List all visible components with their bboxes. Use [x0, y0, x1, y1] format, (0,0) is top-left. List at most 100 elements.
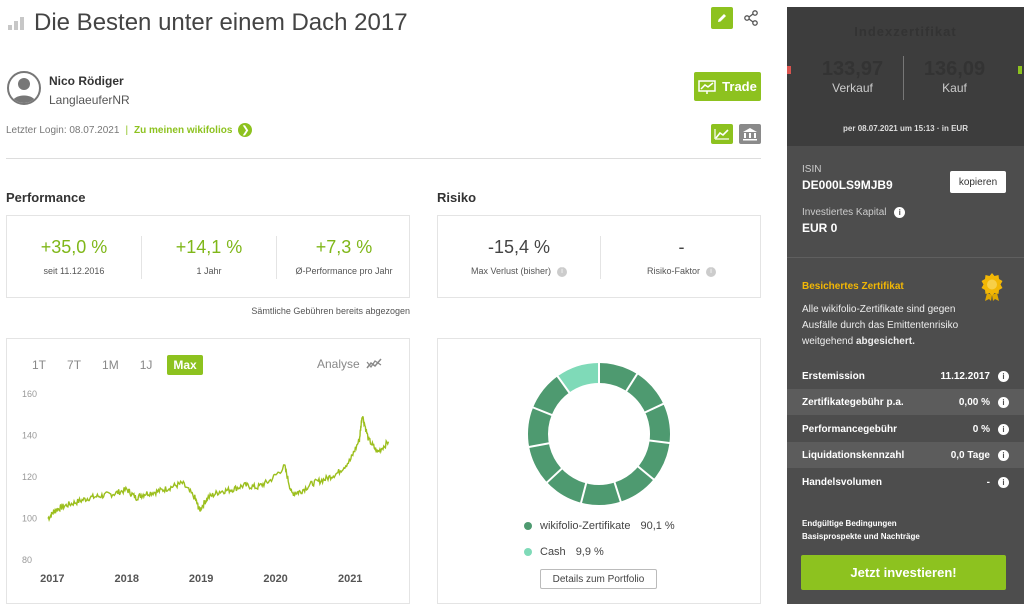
- share-button[interactable]: [742, 9, 760, 27]
- bank-view-button[interactable]: [739, 124, 761, 144]
- medal-icon: [981, 273, 1003, 301]
- x-tick-label: 2019: [189, 573, 213, 585]
- donut-separator: [613, 481, 622, 503]
- final-terms-link[interactable]: Endgültige Bedingungen: [802, 519, 897, 528]
- last-login: Letzter Login: 08.07.2021: [6, 124, 120, 136]
- row-label: Handelsvolumen: [802, 476, 883, 488]
- tab-max[interactable]: Max: [167, 355, 203, 375]
- secured-text-body: Alle wikifolio-Zertifikate sind gegen Au…: [802, 304, 959, 347]
- info-icon[interactable]: i: [998, 476, 1009, 488]
- row-value: 0,00 %: [958, 396, 990, 408]
- quote-timestamp: per 08.07.2021 um 15:13 · in EUR: [843, 124, 968, 133]
- risk-title: Risiko: [437, 190, 477, 205]
- kpi-risk-factor: - Risiko-Faktor i: [601, 216, 762, 299]
- info-icon[interactable]: i: [706, 266, 716, 277]
- buy-value: 136,09: [923, 58, 986, 80]
- line-chart-icon: [714, 129, 729, 140]
- user-name[interactable]: Nico Rödiger: [49, 74, 124, 88]
- legend-dot: [524, 522, 532, 530]
- portfolio-details-button[interactable]: Details zum Portfolio: [540, 569, 657, 589]
- legend-value: 9,9 %: [575, 546, 604, 558]
- kpi-avg-per-year: +7,3 % Ø-Performance pro Jahr: [277, 216, 411, 299]
- legend-name: Cash: [540, 546, 566, 558]
- pencil-icon: [718, 14, 726, 22]
- bank-icon: [743, 128, 757, 141]
- donut-separator: [545, 467, 564, 484]
- isin-label: ISIN: [802, 164, 822, 175]
- arrow-right-icon[interactable]: ❯: [238, 123, 253, 137]
- trade-button[interactable]: Trade: [694, 72, 761, 101]
- donut-separator: [643, 402, 665, 414]
- fees-note: Sämtliche Gebühren bereits abgezogen: [251, 306, 410, 316]
- avatar[interactable]: [7, 71, 41, 105]
- kpi-label: Max Verlust (bisher): [470, 266, 552, 276]
- wikifolios-link[interactable]: Zu meinen wikifolios: [134, 124, 233, 136]
- tab-1t[interactable]: 1T: [32, 358, 47, 372]
- row-value: 0 %: [972, 423, 990, 435]
- legend-dot: [524, 548, 532, 556]
- donut-separator: [624, 372, 639, 393]
- kpi-one-year: +14,1 % 1 Jahr: [142, 216, 276, 299]
- prospectus-link[interactable]: Basisprospekte und Nachträge: [802, 532, 920, 541]
- kpi-label: seit 11.12.2016: [43, 266, 105, 276]
- line-chart: 80 100 120 140 160 2017 2018 2019 2020 2021: [22, 389, 390, 585]
- y-tick-label: 100: [22, 514, 37, 524]
- divider: [6, 158, 761, 159]
- x-tick-label: 2020: [263, 573, 287, 585]
- kpi-label: Risiko-Faktor: [646, 266, 700, 276]
- kpi-max-loss: -15,4 % Max Verlust (bisher) i: [438, 216, 600, 299]
- tab-7t[interactable]: 7T: [67, 358, 82, 372]
- kpi-value: -15,4 %: [487, 237, 551, 257]
- chart-view-button[interactable]: [711, 124, 733, 144]
- donut-separator: [528, 442, 551, 449]
- login-info: Letzter Login: 08.07.2021 | Zu meinen wi…: [6, 123, 253, 137]
- info-icon[interactable]: i: [998, 449, 1009, 461]
- share-icon: [744, 10, 758, 26]
- tab-1m[interactable]: 1M: [102, 358, 119, 372]
- capital-label: Investiertes Kapital: [802, 207, 887, 219]
- x-tick-label: 2017: [40, 573, 64, 585]
- info-icon[interactable]: i: [557, 266, 568, 277]
- y-tick-label: 120: [22, 472, 37, 482]
- risk-card: -15,4 % Max Verlust (bisher) i - Risiko-F…: [437, 215, 761, 298]
- panel-divider: [787, 257, 1024, 258]
- page-title: Die Besten unter einem Dach 2017: [34, 9, 408, 36]
- presentation-chart-icon: [698, 79, 716, 94]
- kpi-divider: [600, 236, 601, 279]
- kpi-divider: [141, 236, 142, 279]
- user-handle[interactable]: LanglaeuferNR: [49, 93, 130, 107]
- secured-text-bold: abgesichert.: [855, 336, 915, 347]
- row-value: -: [986, 476, 990, 488]
- info-icon[interactable]: i: [998, 370, 1009, 382]
- x-tick-label: 2021: [338, 573, 362, 585]
- ask-marker: [1018, 66, 1022, 74]
- info-icon[interactable]: i: [894, 207, 906, 218]
- info-icon[interactable]: i: [998, 396, 1009, 408]
- donut-separator: [636, 465, 656, 481]
- row-value: 11.12.2017: [940, 370, 991, 382]
- info-icon[interactable]: i: [998, 423, 1009, 435]
- y-tick-label: 80: [22, 555, 32, 565]
- documents-links: Endgültige Bedingungen Basisprospekte un…: [802, 517, 920, 543]
- quote-header: [787, 7, 1024, 146]
- analysis-chart-icon: [366, 358, 382, 369]
- y-tick-label: 160: [22, 389, 37, 399]
- user-icon: [12, 78, 36, 103]
- series-line: [47, 415, 390, 523]
- donut-separator: [648, 439, 671, 445]
- row-label: Performancegebühr: [802, 423, 898, 435]
- kpi-value: +35,0 %: [40, 237, 108, 257]
- tab-1j[interactable]: 1J: [139, 358, 153, 372]
- info-row-trading-volume: Handelsvolumen - i: [787, 469, 1024, 495]
- kpi-value: +7,3 %: [315, 237, 373, 257]
- invest-button[interactable]: Jetzt investieren!: [801, 555, 1006, 590]
- kpi-label: 1 Jahr: [196, 266, 222, 276]
- isin-value[interactable]: DE000LS9MJB9: [802, 178, 893, 192]
- buy-label: Kauf: [942, 81, 967, 95]
- buy-quote: 136,09 Kauf: [907, 58, 1002, 95]
- copy-isin-button[interactable]: kopieren: [950, 171, 1006, 193]
- donut-separator: [579, 482, 588, 504]
- secured-text: Alle wikifolio-Zertifikate sind gegen Au…: [802, 302, 982, 350]
- analyse-button[interactable]: Analyse: [317, 357, 382, 371]
- edit-button[interactable]: [711, 7, 733, 29]
